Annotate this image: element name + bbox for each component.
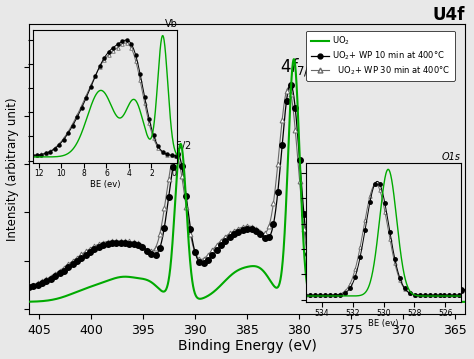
Y-axis label: Intensity (arbitrary unit): Intensity (arbitrary unit) bbox=[6, 97, 18, 241]
Text: $4f_{7/2}$: $4f_{7/2}$ bbox=[281, 56, 316, 79]
Text: U4f: U4f bbox=[433, 5, 465, 24]
Text: $4f_{5/2}$: $4f_{5/2}$ bbox=[162, 135, 192, 153]
Legend: UO$_2$, UO$_2$+ WP 10 min at 400°C,   UO$_2$+ WP 30 min at 400°C: UO$_2$, UO$_2$+ WP 10 min at 400°C, UO$_… bbox=[306, 31, 455, 81]
X-axis label: Binding Energy (eV): Binding Energy (eV) bbox=[178, 340, 317, 354]
